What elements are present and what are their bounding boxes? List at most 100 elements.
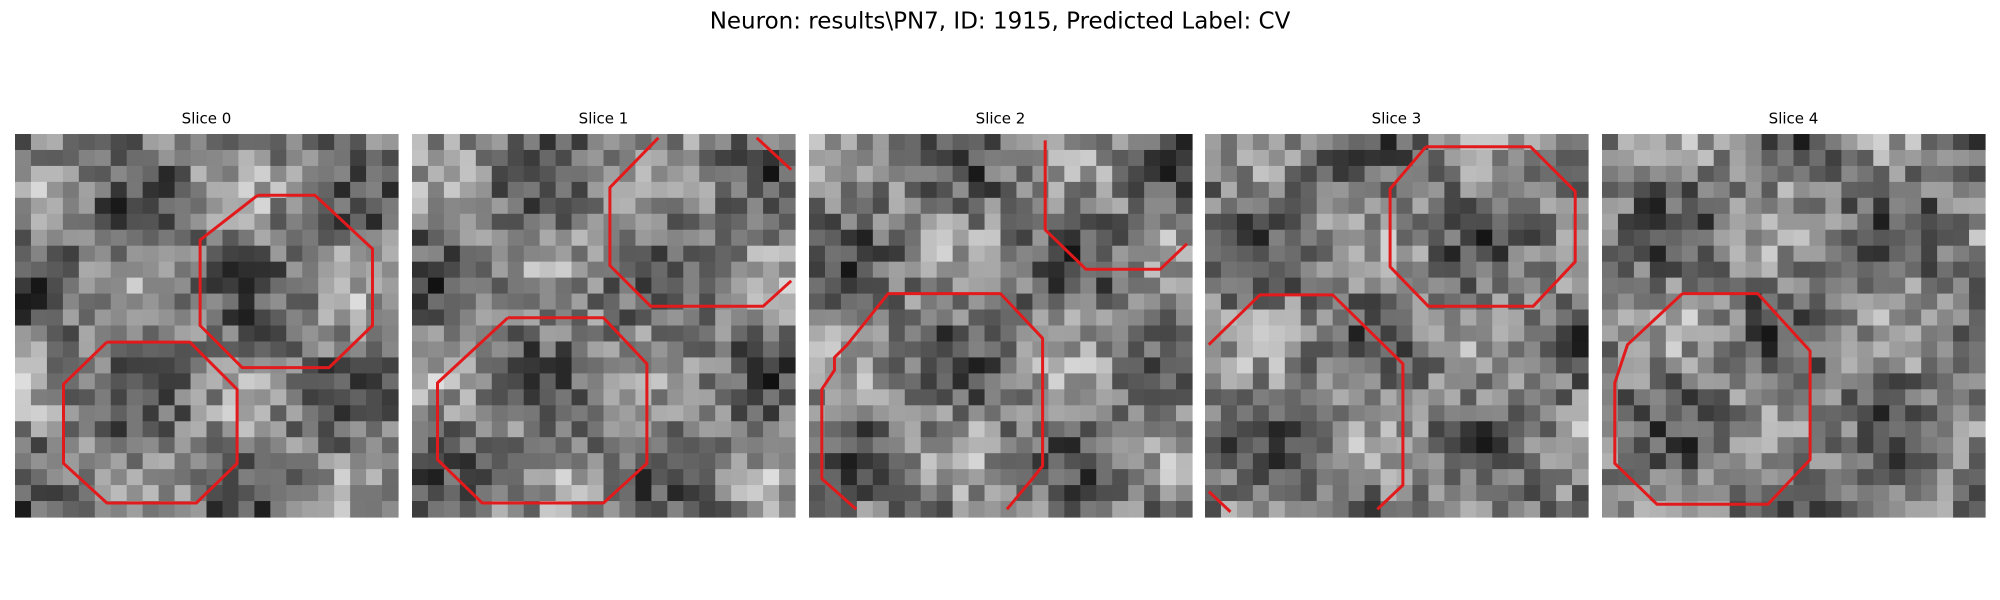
pixel xyxy=(1428,389,1445,406)
pixel xyxy=(904,373,922,390)
pixel xyxy=(475,485,493,502)
pixel xyxy=(126,453,144,470)
pixel xyxy=(1492,261,1509,279)
pixel xyxy=(334,277,351,295)
pixel xyxy=(1476,405,1493,422)
pixel xyxy=(1841,325,1858,343)
pixel xyxy=(238,501,255,518)
pixel xyxy=(1396,197,1414,215)
pixel xyxy=(1380,373,1398,390)
pixel xyxy=(1633,485,1651,502)
pixel xyxy=(491,501,509,518)
pixel xyxy=(412,357,429,374)
pixel xyxy=(94,181,112,199)
pixel xyxy=(1745,421,1763,438)
pixel xyxy=(1300,501,1318,518)
pixel xyxy=(952,213,970,231)
pixel xyxy=(475,213,493,231)
pixel xyxy=(1857,213,1874,231)
pixel xyxy=(968,181,986,199)
pixel xyxy=(555,165,573,183)
pixel xyxy=(1460,469,1477,486)
pixel xyxy=(1665,437,1683,454)
pixel xyxy=(1665,405,1683,422)
pixel xyxy=(222,149,240,167)
pixel xyxy=(539,501,557,518)
pixel xyxy=(30,421,48,438)
pixel xyxy=(1444,229,1461,247)
pixel xyxy=(1937,421,1954,438)
pixel xyxy=(872,357,890,374)
pixel xyxy=(270,421,287,438)
pixel xyxy=(350,437,367,454)
pixel xyxy=(809,341,826,359)
pixel xyxy=(1873,485,1890,502)
pixel xyxy=(1176,181,1193,199)
pixel xyxy=(1252,213,1270,231)
pixel xyxy=(968,421,986,438)
pixel xyxy=(872,421,890,438)
pixel xyxy=(286,197,303,215)
pixel xyxy=(1508,229,1525,247)
pixel xyxy=(539,213,557,231)
pixel xyxy=(1160,437,1177,454)
pixel xyxy=(238,325,255,343)
pixel xyxy=(1112,501,1129,518)
pixel xyxy=(635,421,652,438)
pixel xyxy=(1540,405,1557,422)
pixel xyxy=(1205,229,1222,247)
pixel xyxy=(651,341,668,359)
pixel xyxy=(1937,165,1954,183)
pixel xyxy=(427,165,445,183)
pixel xyxy=(1032,357,1049,374)
pixel xyxy=(809,277,826,295)
pixel xyxy=(904,389,922,406)
pixel xyxy=(968,277,986,295)
pixel xyxy=(1713,357,1731,374)
pixel xyxy=(1665,181,1683,199)
pixel xyxy=(984,309,1002,327)
pixel xyxy=(1048,245,1065,263)
pixel xyxy=(142,213,160,231)
pixel xyxy=(1508,245,1525,263)
pixel xyxy=(158,405,176,422)
pixel xyxy=(635,469,652,486)
pixel xyxy=(968,261,986,279)
pixel xyxy=(30,261,48,279)
pixel xyxy=(1508,181,1525,199)
pixel xyxy=(1745,277,1763,295)
pixel xyxy=(809,165,826,183)
pixel xyxy=(206,501,224,518)
pixel xyxy=(318,453,335,470)
pixel xyxy=(1745,229,1763,247)
pixel xyxy=(412,134,429,151)
pixel xyxy=(507,181,525,199)
pixel xyxy=(571,501,589,518)
pixel xyxy=(1777,245,1795,263)
pixel xyxy=(888,134,906,151)
pixel xyxy=(1745,437,1763,454)
pixel xyxy=(587,373,605,390)
pixel xyxy=(1889,421,1906,438)
pixel xyxy=(254,165,271,183)
pixel xyxy=(635,213,652,231)
pixel xyxy=(382,245,399,263)
pixel xyxy=(651,149,668,167)
pixel xyxy=(904,437,922,454)
pixel xyxy=(366,149,383,167)
pixel xyxy=(507,197,525,215)
pixel xyxy=(1556,421,1573,438)
pixel xyxy=(318,277,335,295)
pixel xyxy=(1000,389,1018,406)
pixel xyxy=(1316,501,1334,518)
pixel xyxy=(1905,485,1922,502)
pixel xyxy=(491,245,509,263)
pixel xyxy=(984,197,1002,215)
pixel xyxy=(1841,437,1858,454)
pixel xyxy=(1873,213,1890,231)
pixel xyxy=(110,309,128,327)
pixel xyxy=(1176,325,1193,343)
pixel xyxy=(1713,213,1731,231)
pixel xyxy=(1937,181,1954,199)
pixel xyxy=(824,165,842,183)
